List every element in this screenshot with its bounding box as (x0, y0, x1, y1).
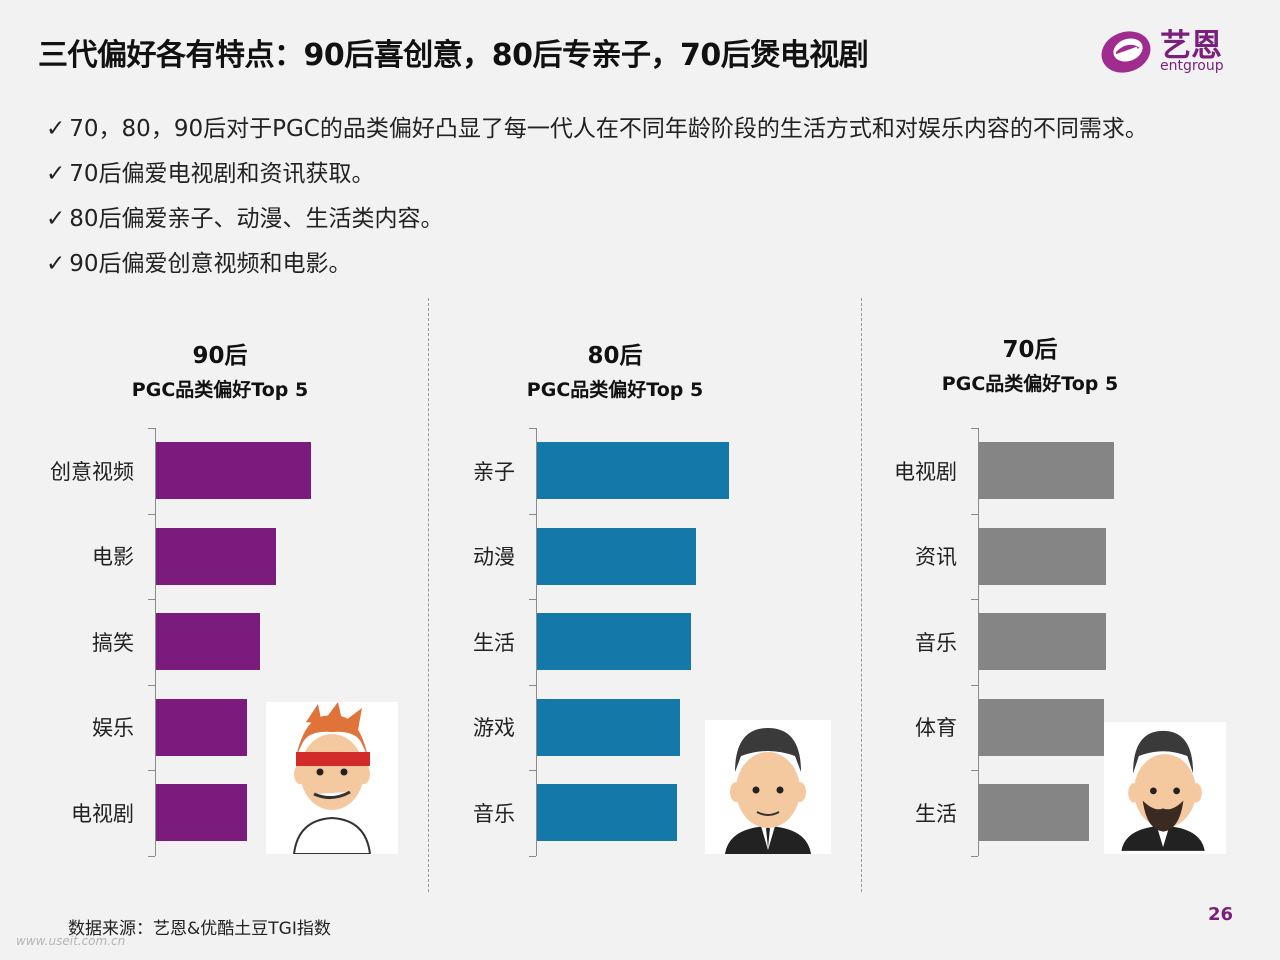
chart-title: 80后 (587, 343, 643, 369)
category-label: 游戏 (473, 716, 515, 741)
bar (979, 784, 1089, 842)
bar (979, 698, 1104, 756)
axis-tick (971, 513, 978, 515)
page-number: 26 (1208, 904, 1234, 925)
category-label: 娱乐 (92, 716, 134, 741)
category-label: 搞笑 (92, 630, 134, 655)
category-label: 音乐 (915, 630, 957, 655)
category-label: 动漫 (473, 545, 515, 570)
bullet-item: ✓ 70后偏爱电视剧和资讯获取。 (46, 161, 375, 187)
axis-tick (529, 770, 536, 771)
bar (537, 442, 729, 500)
check-icon: ✓ (46, 116, 66, 142)
bar (156, 442, 311, 500)
avatar (705, 720, 831, 854)
page-title: 三代偏好各有特点：90后喜创意，80后专亲子，70后煲电视剧 (38, 38, 869, 73)
man-suit-icon (725, 728, 811, 854)
bar (156, 527, 276, 585)
axis-tick (971, 770, 978, 771)
axis-tick (971, 428, 978, 429)
axis-tick (148, 770, 155, 771)
axis-tick (971, 855, 978, 857)
category-label: 音乐 (473, 801, 515, 826)
category-label: 生活 (915, 801, 957, 826)
chart-subtitle: PGC品类偏好Top 5 (131, 379, 309, 401)
panel-divider (861, 298, 862, 892)
category-label: 创意视频 (50, 459, 134, 484)
young-man-headband-icon (292, 702, 372, 855)
avatar (266, 702, 398, 855)
check-icon: ✓ (46, 251, 66, 277)
check-icon: ✓ (46, 161, 66, 187)
bar (979, 442, 1114, 500)
axis-tick (529, 855, 536, 857)
logo-text-cn: 艺恩 (1160, 28, 1222, 64)
axis-tick (148, 684, 155, 686)
chart-axis (536, 428, 537, 856)
axis-tick (971, 684, 978, 686)
chart-title: 90后 (192, 343, 248, 369)
category-label: 资讯 (915, 545, 957, 570)
bar (537, 527, 696, 585)
axis-tick (529, 599, 536, 600)
category-label: 亲子 (473, 459, 515, 484)
chart-axis (978, 428, 979, 856)
category-label: 体育 (915, 716, 957, 741)
axis-tick (971, 599, 978, 600)
bar (156, 698, 247, 756)
axis-tick (529, 684, 536, 686)
category-label: 电视剧 (71, 801, 134, 826)
bar (537, 613, 691, 671)
axis-tick (529, 513, 536, 515)
axis-tick (148, 513, 155, 515)
bar (979, 613, 1106, 671)
watermark: www.useit.com.cn (16, 934, 126, 948)
panel-divider (428, 298, 429, 892)
category-label: 电视剧 (894, 459, 957, 484)
axis-tick (148, 428, 155, 429)
bar (979, 527, 1106, 585)
chart-title: 70后 (1002, 337, 1058, 363)
bar (537, 698, 680, 756)
bar (537, 784, 677, 842)
axis-tick (529, 428, 536, 429)
summary-bullets: ✓ 70，80，90后对于PGC的品类偏好凸显了每一代人在不同年龄阶段的生活方式和… (46, 108, 1148, 288)
chart-subtitle: PGC品类偏好Top 5 (941, 373, 1119, 395)
bearded-man-suit-icon (1121, 730, 1205, 851)
entgroup-logo-icon (1101, 31, 1151, 73)
axis-tick (148, 855, 155, 857)
check-icon: ✓ (46, 206, 66, 232)
chart-axis (155, 428, 156, 856)
category-label: 电影 (92, 545, 134, 570)
data-source: 数据来源：艺恩&优酷土豆TGI指数 (68, 919, 331, 939)
entgroup-logo: 艺恩 entgroup (1098, 22, 1243, 78)
bar (156, 613, 260, 671)
category-label: 生活 (473, 630, 515, 655)
logo-text-en: entgroup (1160, 58, 1224, 74)
bullet-item: ✓ 70，80，90后对于PGC的品类偏好凸显了每一代人在不同年龄阶段的生活方式和… (46, 116, 1148, 142)
bar (156, 784, 247, 842)
bullet-item: ✓ 90后偏爱创意视频和电影。 (46, 251, 352, 277)
chart-subtitle: PGC品类偏好Top 5 (526, 379, 704, 401)
bullet-item: ✓ 80后偏爱亲子、动漫、生活类内容。 (46, 206, 444, 232)
avatar (1104, 722, 1226, 854)
axis-tick (148, 599, 155, 600)
